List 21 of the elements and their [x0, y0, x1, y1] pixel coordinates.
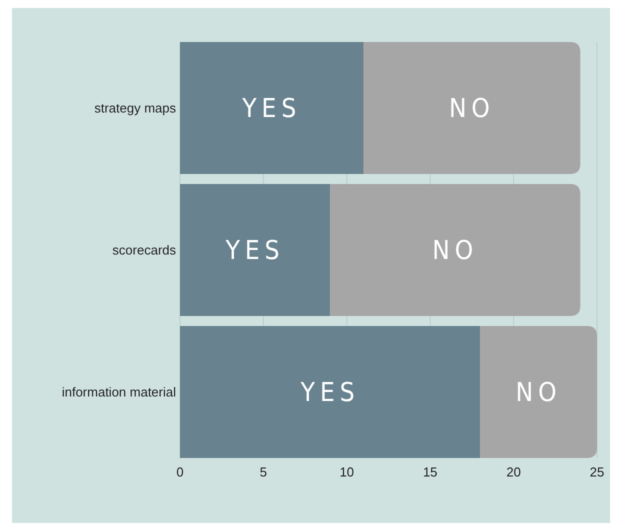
y-tick-label: scorecards — [112, 242, 176, 258]
text: YES — [300, 378, 360, 408]
bar — [363, 42, 580, 174]
x-tick-label: 25 — [590, 464, 604, 480]
text: YES — [242, 94, 302, 124]
x-tick-label: 15 — [422, 464, 438, 480]
x-tick-label: 20 — [506, 464, 521, 480]
y-tick-label: strategy maps — [94, 100, 176, 116]
bar — [180, 42, 364, 174]
x-tick-label: 10 — [340, 464, 354, 480]
x-tick-label: 5 — [260, 464, 268, 480]
series-label: YES — [224, 236, 285, 266]
y-tick-label: information material — [62, 384, 176, 400]
text: NO — [448, 94, 495, 124]
bar — [480, 326, 597, 458]
series-label: NO — [516, 378, 562, 408]
bar — [180, 184, 330, 316]
bar — [330, 184, 580, 316]
text: NO — [432, 236, 478, 266]
x-tick-label: 0 — [176, 464, 184, 480]
bar — [180, 326, 480, 458]
